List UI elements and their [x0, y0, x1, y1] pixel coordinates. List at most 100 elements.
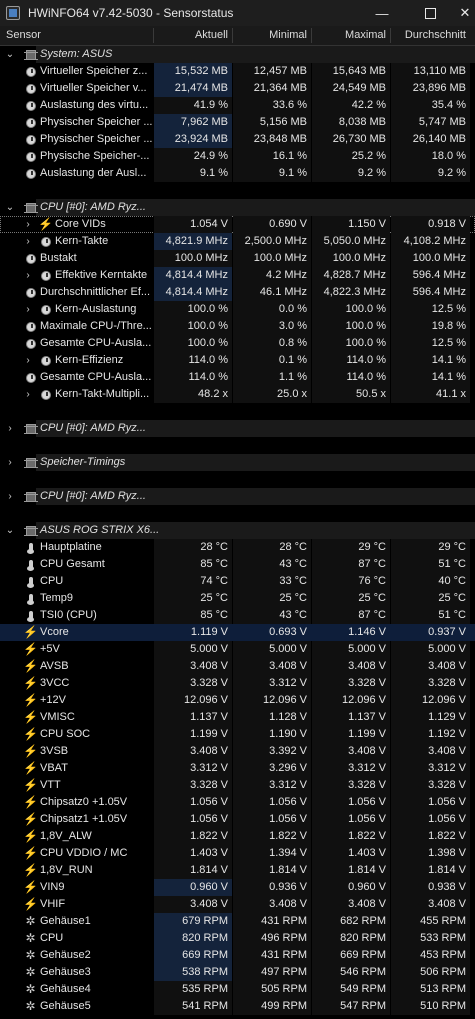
sensor-row[interactable]: › Kern-Auslastung 100.0 % 0.0 % 100.0 % 12.5 …: [0, 301, 475, 318]
sensor-row[interactable]: ⚡ VHIF 3.408 V 3.408 V 3.408 V 3.408 V: [0, 896, 475, 913]
sensor-row[interactable]: ⚡ Chipsatz0 +1.05V 1.056 V 1.056 V 1.056 V 1.…: [0, 794, 475, 811]
value-max: 5.000 V: [312, 641, 390, 658]
bolt-icon: ⚡: [23, 880, 38, 894]
sensor-list[interactable]: ⌄ System: ASUS Virtueller Speicher z... 15,…: [0, 46, 475, 1019]
sensor-row[interactable]: Virtueller Speicher v... 21,474 MB 21,364 …: [0, 80, 475, 97]
chevron-right-icon[interactable]: ›: [8, 423, 12, 434]
sensor-row[interactable]: › Effektive Kerntakte 4,814.4 MHz 4.2 MHz 4,…: [0, 267, 475, 284]
sensor-row[interactable]: ✲ CPU 820 RPM 496 RPM 820 RPM 533 RPM: [0, 930, 475, 947]
chevron-right-icon[interactable]: ›: [26, 355, 30, 366]
value-max: 1.056 V: [312, 794, 390, 811]
sensor-row[interactable]: Durchschnittlicher Ef... 4,814.4 MHz 46.1 …: [0, 284, 475, 301]
sensor-row[interactable]: ⚡ CPU VDDIO / MC 1.403 V 1.394 V 1.403 V 1.39…: [0, 845, 475, 862]
value-max: 114.0 %: [312, 352, 390, 369]
value-avg: 3.408 V: [391, 658, 470, 675]
sensor-row[interactable]: CPU Gesamt 85 °C 43 °C 87 °C 51 °C: [0, 556, 475, 573]
column-sensor[interactable]: Sensor: [6, 29, 41, 41]
column-divider[interactable]: [153, 28, 154, 43]
value-max: 100.0 MHz: [312, 250, 390, 267]
sensor-row[interactable]: Gesamte CPU-Ausla... 100.0 % 0.8 % 100.0 % 1…: [0, 335, 475, 352]
sensor-row[interactable]: Virtueller Speicher z... 15,532 MB 12,457 …: [0, 63, 475, 80]
column-max[interactable]: Maximal: [345, 29, 386, 41]
chevron-right-icon[interactable]: ›: [26, 270, 30, 281]
sensor-row[interactable]: › Kern-Takte 4,821.9 MHz 2,500.0 MHz 5,050.0…: [0, 233, 475, 250]
sensor-row[interactable]: Maximale CPU-/Thre... 100.0 % 3.0 % 100.0 %…: [0, 318, 475, 335]
column-min[interactable]: Minimal: [269, 29, 307, 41]
value-avg: 25 °C: [391, 590, 470, 607]
sensor-group-row[interactable]: › CPU [#0]: AMD Ryz...: [0, 420, 475, 437]
column-avg[interactable]: Durchschnitt: [404, 29, 466, 41]
sensor-row[interactable]: ⚡ VIN9 0.960 V 0.936 V 0.960 V 0.938 V: [0, 879, 475, 896]
close-button[interactable]: ✕: [459, 5, 471, 20]
value-current: 85 °C: [154, 556, 232, 573]
chevron-down-icon[interactable]: ⌄: [5, 525, 15, 536]
chevron-down-icon[interactable]: ⌄: [5, 202, 15, 213]
value-avg: 596.4 MHz: [391, 267, 470, 284]
maximize-button[interactable]: [410, 0, 450, 26]
value-avg: 41.1 x: [391, 386, 470, 403]
sensor-row[interactable]: ⚡ Vcore 1.119 V 0.693 V 1.146 V 0.937 V: [0, 624, 475, 641]
value-min: 25 °C: [233, 590, 311, 607]
gauge-icon: [25, 321, 36, 332]
sensor-row[interactable]: ⚡ 1,8V_ALW 1.822 V 1.822 V 1.822 V 1.822 V: [0, 828, 475, 845]
value-current: 41.9 %: [154, 97, 232, 114]
sensor-row[interactable]: Physische Speicher-... 24.9 % 16.1 % 25.2 %…: [0, 148, 475, 165]
chevron-right-icon[interactable]: ›: [26, 304, 30, 315]
column-divider[interactable]: [232, 28, 233, 43]
sensor-group-row[interactable]: ⌄ ASUS ROG STRIX X6...: [0, 522, 475, 539]
sensor-label: 3VSB: [40, 745, 69, 757]
sensor-row[interactable]: Physischer Speicher ... 7,962 MB 5,156 MB 8…: [0, 114, 475, 131]
value-max: 87 °C: [312, 556, 390, 573]
chevron-right-icon[interactable]: ›: [26, 219, 30, 230]
sensor-label: CPU: [40, 575, 64, 587]
chevron-right-icon[interactable]: ›: [26, 236, 30, 247]
sensor-group-row[interactable]: ⌄ CPU [#0]: AMD Ryz...: [0, 199, 475, 216]
value-avg: 0.918 V: [391, 216, 470, 233]
sensor-row[interactable]: Auslastung des virtu... 41.9 % 33.6 % 42.2 …: [0, 97, 475, 114]
sensor-row[interactable]: ✲ Gehäuse1 679 RPM 431 RPM 682 RPM 455 RPM: [0, 913, 475, 930]
sensor-row[interactable]: ⚡ VBAT 3.312 V 3.296 V 3.312 V 3.312 V: [0, 760, 475, 777]
sensor-row[interactable]: Physischer Speicher ... 23,924 MB 23,848 M…: [0, 131, 475, 148]
sensor-row[interactable]: Bustakt 100.0 MHz 100.0 MHz 100.0 MHz 100.0 …: [0, 250, 475, 267]
chevron-right-icon[interactable]: ›: [8, 457, 12, 468]
sensor-group-row[interactable]: › Speicher-Timings: [0, 454, 475, 471]
sensor-row[interactable]: ⚡ +5V 5.000 V 5.000 V 5.000 V 5.000 V: [0, 641, 475, 658]
sensor-row[interactable]: ✲ Gehäuse5 541 RPM 499 RPM 547 RPM 510 RPM: [0, 998, 475, 1015]
sensor-group-row[interactable]: › CPU [#0]: AMD Ryz...: [0, 488, 475, 505]
sensor-row[interactable]: ✲ Gehäuse3 538 RPM 497 RPM 546 RPM 506 RPM: [0, 964, 475, 981]
value-current: 541 RPM: [154, 998, 232, 1015]
sensor-row[interactable]: Gesamte CPU-Ausla... 114.0 % 1.1 % 114.0 % 1…: [0, 369, 475, 386]
value-min: 0.0 %: [233, 301, 311, 318]
sensor-row[interactable]: ⚡ 3VCC 3.328 V 3.312 V 3.328 V 3.328 V: [0, 675, 475, 692]
minimize-button[interactable]: —: [375, 5, 389, 21]
sensor-row[interactable]: ⚡ AVSB 3.408 V 3.408 V 3.408 V 3.408 V: [0, 658, 475, 675]
sensor-row[interactable]: › Kern-Takt-Multipli... 48.2 x 25.0 x 50.5 x…: [0, 386, 475, 403]
chevron-right-icon[interactable]: ›: [26, 389, 30, 400]
value-current: 114.0 %: [154, 352, 232, 369]
sensor-row[interactable]: ⚡ VTT 3.328 V 3.312 V 3.328 V 3.328 V: [0, 777, 475, 794]
sensor-row[interactable]: ✲ Gehäuse4 535 RPM 505 RPM 549 RPM 513 RPM: [0, 981, 475, 998]
sensor-row[interactable]: ⚡ VMISC 1.137 V 1.128 V 1.137 V 1.129 V: [0, 709, 475, 726]
sensor-group-row[interactable]: ⌄ System: ASUS: [0, 46, 475, 63]
sensor-row[interactable]: Auslastung der Ausl... 9.1 % 9.1 % 9.2 % 9.2…: [0, 165, 475, 182]
chevron-down-icon[interactable]: ⌄: [5, 49, 15, 60]
sensor-row[interactable]: ⚡ 1,8V_RUN 1.814 V 1.814 V 1.814 V 1.814 V: [0, 862, 475, 879]
sensor-row[interactable]: ⚡ 3VSB 3.408 V 3.392 V 3.408 V 3.408 V: [0, 743, 475, 760]
sensor-row[interactable]: ⚡ +12V 12.096 V 12.096 V 12.096 V 12.096 V: [0, 692, 475, 709]
column-divider[interactable]: [311, 28, 312, 43]
chevron-right-icon[interactable]: ›: [8, 491, 12, 502]
sensor-label: Gehäuse3: [40, 966, 91, 978]
value-current: 28 °C: [154, 539, 232, 556]
sensor-row[interactable]: ⚡ CPU SOC 1.199 V 1.190 V 1.199 V 1.192 V: [0, 726, 475, 743]
sensor-row[interactable]: Temp9 25 °C 25 °C 25 °C 25 °C: [0, 590, 475, 607]
chip-icon: [23, 457, 38, 468]
column-divider[interactable]: [390, 28, 391, 43]
sensor-row[interactable]: › ⚡ Core VIDs 1.054 V 0.690 V 1.150 V 0.918 V: [0, 216, 475, 233]
sensor-row[interactable]: TSI0 (CPU) 85 °C 43 °C 87 °C 51 °C: [0, 607, 475, 624]
sensor-row[interactable]: Hauptplatine 28 °C 28 °C 29 °C 29 °C: [0, 539, 475, 556]
sensor-row[interactable]: CPU 74 °C 33 °C 76 °C 40 °C: [0, 573, 475, 590]
sensor-row[interactable]: › Kern-Effizienz 114.0 % 0.1 % 114.0 % 14.1 %: [0, 352, 475, 369]
sensor-row[interactable]: ✲ Gehäuse2 669 RPM 431 RPM 669 RPM 453 RPM: [0, 947, 475, 964]
column-current[interactable]: Aktuell: [194, 29, 228, 41]
sensor-row[interactable]: ⚡ Chipsatz1 +1.05V 1.056 V 1.056 V 1.056 V 1.…: [0, 811, 475, 828]
